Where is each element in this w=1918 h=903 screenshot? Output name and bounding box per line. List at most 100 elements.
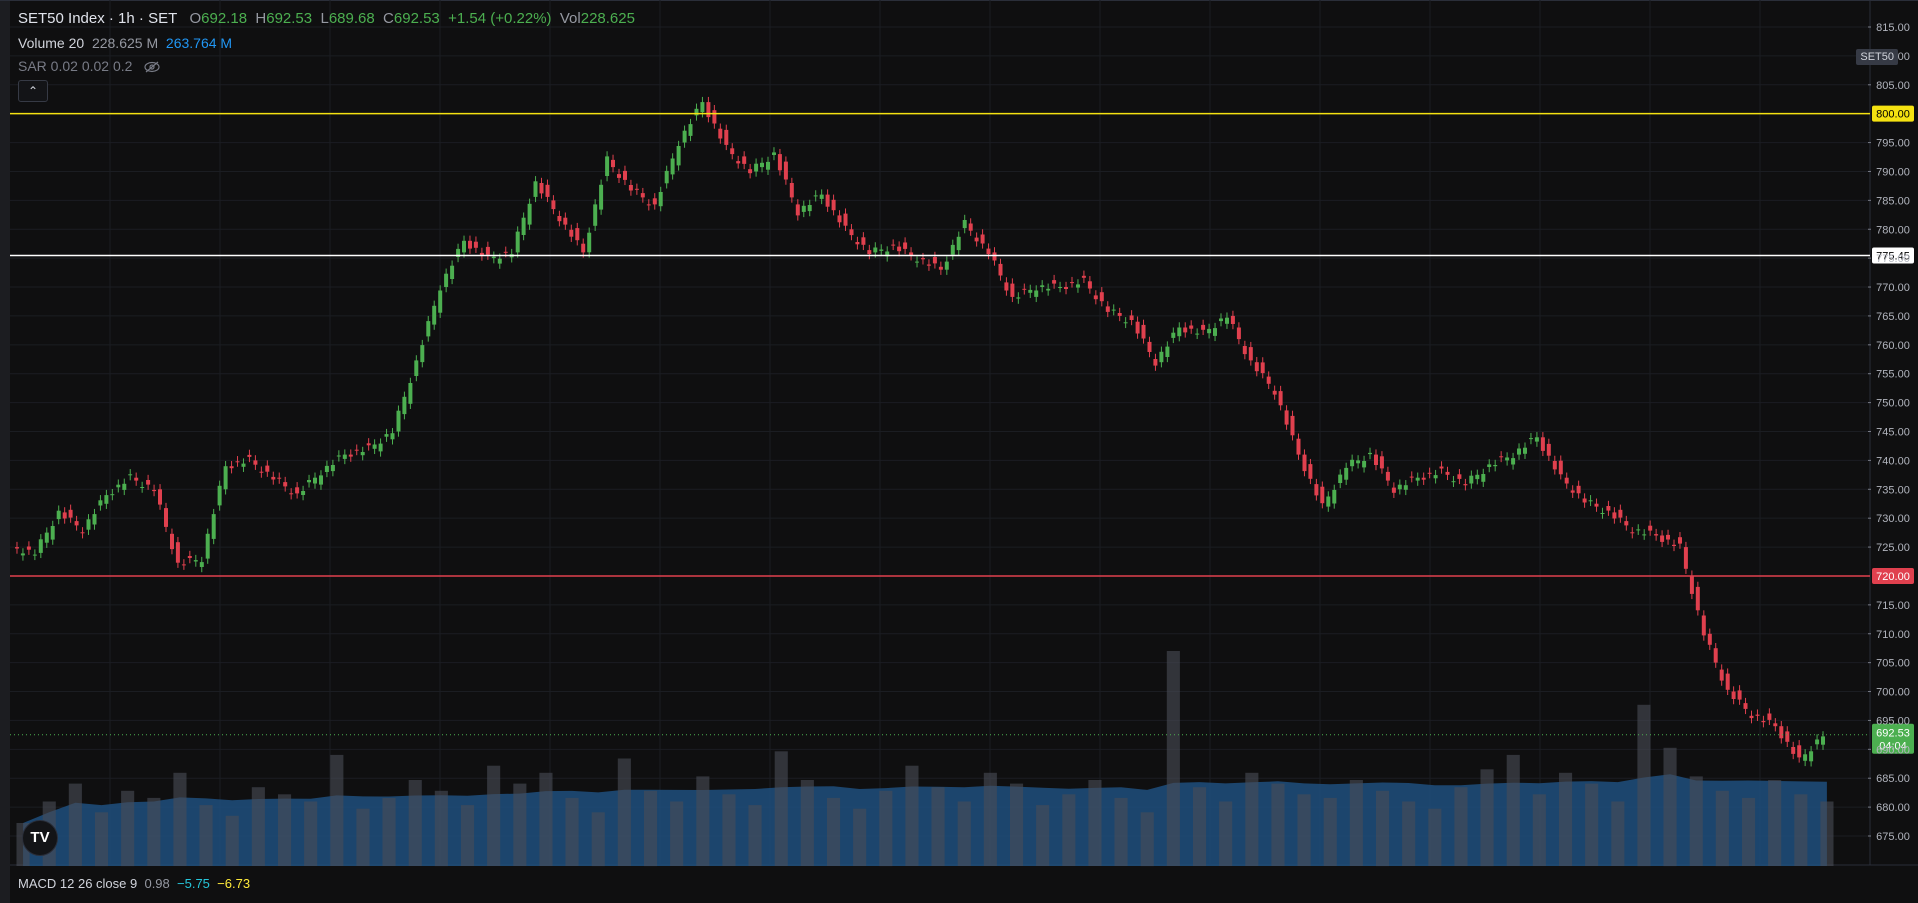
price-tick-label: 710.00 xyxy=(1876,629,1910,641)
candle-body xyxy=(205,533,210,559)
candle-body xyxy=(265,465,270,472)
sar-legend-name: SAR 0.02 0.02 0.2 xyxy=(18,58,133,74)
candle-body xyxy=(1588,500,1593,502)
candle-body xyxy=(1099,292,1104,302)
candle-body xyxy=(587,232,592,253)
candle-body xyxy=(938,266,943,270)
candle-body xyxy=(885,251,890,257)
volume-legend[interactable]: Volume 20 228.625 M 263.764 M xyxy=(18,35,232,51)
volume-bar xyxy=(1689,776,1703,866)
candle-body xyxy=(50,526,55,540)
macd-legend[interactable]: MACD 12 26 close 9 0.98 −5.75 −6.73 xyxy=(18,876,250,891)
candle-body xyxy=(181,564,186,566)
candle-body xyxy=(921,258,925,260)
candle-body xyxy=(962,220,967,229)
volume-bar xyxy=(800,780,814,866)
volume-bar xyxy=(957,801,971,866)
candle-body xyxy=(1314,484,1319,496)
collapse-legend-button[interactable]: ⌃ xyxy=(18,80,48,102)
volume-bar xyxy=(1166,651,1180,866)
tradingview-logo[interactable]: TV xyxy=(22,820,58,856)
volume-bar xyxy=(408,780,422,866)
price-tick-label: 815.00 xyxy=(1876,22,1910,34)
candle-body xyxy=(1278,391,1283,406)
vol-value: 228.625 xyxy=(580,10,635,27)
volume-bar xyxy=(905,765,919,866)
candle-body xyxy=(825,194,830,207)
candle-body xyxy=(1737,690,1742,700)
candle-body xyxy=(1159,351,1164,363)
candle-body xyxy=(211,514,216,539)
candle-body xyxy=(1308,464,1313,479)
candle-body xyxy=(235,461,240,463)
candle-body xyxy=(110,494,115,496)
sar-legend[interactable]: SAR 0.02 0.02 0.2 xyxy=(18,58,160,74)
price-tick-label: 780.00 xyxy=(1876,224,1910,236)
candle-body xyxy=(1374,454,1378,465)
volume-bar xyxy=(382,797,396,866)
candle-body xyxy=(1105,306,1110,312)
eye-hidden-icon[interactable] xyxy=(144,61,160,73)
change-value: +1.54 (+0.22%) xyxy=(448,10,552,27)
symbol-title[interactable]: SET50 Index · 1h · SET xyxy=(18,10,177,27)
candle-body xyxy=(968,223,973,231)
candle-body xyxy=(1785,731,1790,742)
volume-bar xyxy=(853,808,867,866)
price-axis[interactable]: 815.00810.00805.00795.00790.00785.00780.… xyxy=(1868,22,1910,843)
candle-body xyxy=(1517,448,1521,455)
candle-body xyxy=(1582,498,1587,503)
volume-bar xyxy=(461,805,475,866)
candle-body xyxy=(479,252,484,256)
volume-bar xyxy=(539,772,553,866)
candle-body xyxy=(1070,282,1074,284)
candle-body xyxy=(1201,324,1206,330)
volume-bar xyxy=(1663,747,1677,867)
candle-body xyxy=(38,539,43,553)
price-tick-label: 715.00 xyxy=(1876,600,1910,612)
candle-body xyxy=(1564,477,1569,484)
candle-body xyxy=(1058,287,1063,288)
candle-body xyxy=(1403,485,1408,490)
volume-bar xyxy=(1245,772,1259,866)
candle-body xyxy=(497,258,502,264)
candle-body xyxy=(289,493,294,495)
candle-body xyxy=(98,500,103,506)
candle-body xyxy=(313,477,317,484)
candle-body xyxy=(736,161,741,164)
candle-body xyxy=(229,466,234,469)
volume-bar xyxy=(879,790,893,867)
price-tick-label: 695.00 xyxy=(1876,715,1910,727)
candle-body xyxy=(1570,490,1575,493)
price-tick-label: 725.00 xyxy=(1876,542,1910,554)
candle-body xyxy=(1481,474,1486,482)
candle-body xyxy=(1332,489,1337,504)
volume-legend-name: Volume 20 xyxy=(18,35,85,51)
candle-body xyxy=(1439,466,1444,469)
candle-body xyxy=(378,443,383,452)
candle-body xyxy=(1219,318,1223,322)
candle-body xyxy=(330,465,335,472)
candle-body xyxy=(1111,309,1116,311)
main-legend: SET50 Index · 1h · SET O692.18 H692.53 L… xyxy=(18,10,635,27)
candle-body xyxy=(86,519,91,530)
volume-bar xyxy=(1114,797,1128,866)
candle-body xyxy=(682,130,687,143)
volume-bar xyxy=(722,794,736,866)
price-tick-label: 745.00 xyxy=(1876,427,1910,439)
candle-body xyxy=(867,250,872,255)
candle-body xyxy=(1648,525,1653,531)
candle-body xyxy=(551,200,556,210)
candle-body xyxy=(646,204,651,206)
candle-body xyxy=(146,480,151,485)
candle-body xyxy=(277,477,282,479)
candle-body xyxy=(515,231,520,253)
candle-body xyxy=(170,533,174,550)
candle-body xyxy=(1409,476,1414,478)
candle-body xyxy=(1803,754,1808,761)
candle-body xyxy=(664,170,669,184)
chevron-up-icon: ⌃ xyxy=(27,84,39,98)
candle-body xyxy=(1290,415,1295,436)
